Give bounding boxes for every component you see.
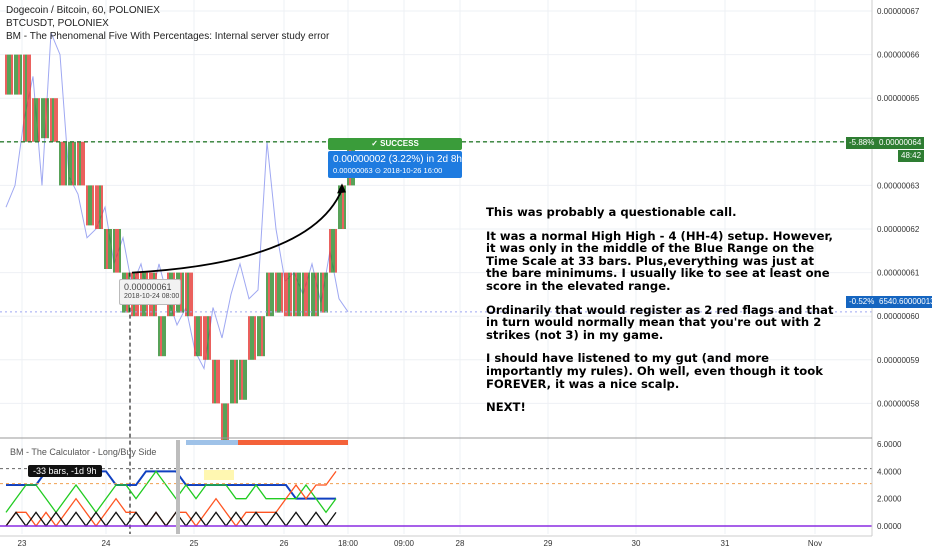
time-tick-label: 26	[280, 539, 289, 548]
time-tick-label: 23	[18, 539, 27, 548]
result-value: 0.00000002 (3.22%) in 2d 8h	[333, 154, 462, 165]
trade-arrow	[131, 189, 343, 274]
commentary-note: This was probably a questionable call. I…	[486, 206, 838, 425]
time-tick-label: 25	[190, 539, 199, 548]
price-tick-label: 0.00000066	[877, 51, 920, 60]
time-tick-label: 31	[721, 539, 730, 548]
success-label: ✓ SUCCESS	[328, 138, 462, 150]
btc-price-badge: 6540.60000013	[876, 296, 932, 308]
time-tick-label: 30	[632, 539, 641, 548]
study-error-legend: BM - The Phenomenal Five With Percentage…	[6, 31, 330, 42]
chart-title: Dogecoin / Bitcoin, 60, POLONIEX	[6, 5, 160, 16]
price-tick-label: 0.00000065	[877, 94, 920, 103]
time-tick-label: 09:00	[394, 539, 415, 548]
price-tick-label: 0.00000060	[877, 312, 920, 321]
price-tick-label: 0.00000058	[877, 399, 920, 408]
btc-series-line	[5, 32, 349, 371]
countdown-badge: 48:42	[898, 150, 925, 162]
time-tick-label: 24	[102, 539, 111, 548]
bars-count-tag: -33 bars, -1d 9h	[28, 465, 102, 477]
price-tick-label: 0.00000061	[877, 269, 920, 278]
price-bars	[5, 54, 355, 444]
indicator-tick-label: 6.0000	[877, 440, 902, 449]
price-tick-label: 0.00000059	[877, 356, 920, 365]
trade-arrow-head	[337, 183, 346, 194]
time-tick-label: 18:00	[338, 539, 359, 548]
time-tick-label: 28	[456, 539, 465, 548]
indicator-tick-label: 2.0000	[877, 495, 902, 504]
indicator-red-line	[5, 470, 337, 528]
price-tick-label: 0.00000062	[877, 225, 920, 234]
indicator-tick-label: 4.0000	[877, 467, 902, 476]
time-scale-blue-band	[186, 440, 238, 445]
current-pct-badge: -5.88%	[846, 137, 878, 149]
entry-box: 0.00000061 2018-10-24 08:00	[119, 279, 181, 305]
indicator-tick-label: 0.0000	[877, 522, 902, 531]
btc-pct-badge: -0.52%	[846, 296, 878, 308]
btc-overlay-legend: BTCUSDT, POLONIEX	[6, 18, 109, 29]
indicator-green-line	[5, 470, 337, 514]
result-detail: 0.00000063 ⊙ 2018-10-26 16:00	[333, 166, 443, 175]
highlight-zone	[204, 470, 234, 480]
time-scale-red-band	[238, 440, 348, 445]
entry-time: 2018-10-24 08:00	[124, 293, 180, 300]
note-paragraph-3: Ordinarily that would register as 2 red …	[486, 302, 834, 342]
current-price-badge: 0.00000064	[876, 137, 925, 149]
time-tick-label: Nov	[808, 539, 822, 548]
note-paragraph-5: NEXT!	[486, 400, 526, 415]
result-box: 0.00000002 (3.22%) in 2d 8h 0.00000063 ⊙…	[328, 151, 462, 178]
price-tick-label: 0.00000063	[877, 181, 920, 190]
price-tick-label: 0.00000067	[877, 7, 920, 16]
note-paragraph-1: This was probably a questionable call.	[486, 205, 737, 219]
note-paragraph-4: I should have listened to my gut (and mo…	[486, 351, 823, 391]
entry-value: 0.00000061	[124, 282, 172, 292]
indicator-black-line	[5, 511, 337, 528]
btc-line	[5, 32, 349, 371]
note-paragraph-2: It was a normal High High - 4 (HH-4) set…	[486, 228, 833, 293]
lower-indicator-title: BM - The Calculator - Long/Buy Side	[10, 447, 157, 457]
time-tick-label: 29	[544, 539, 553, 548]
bar-divider	[176, 440, 180, 534]
